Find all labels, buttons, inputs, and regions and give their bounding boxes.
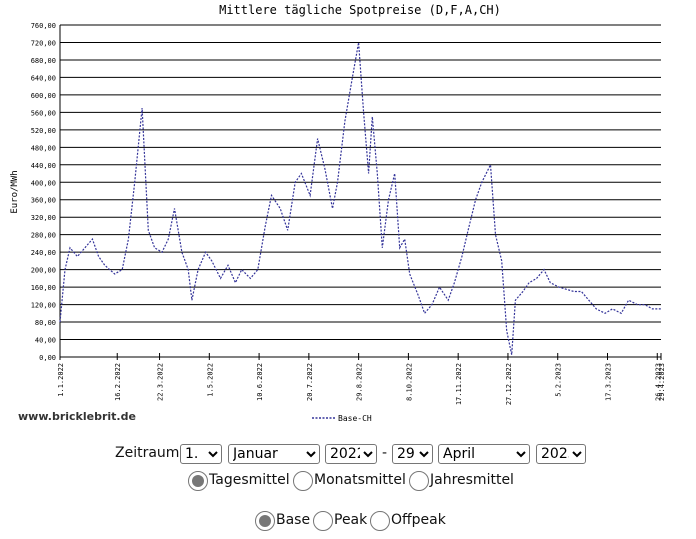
site-name: www.bricklebrit.de [18, 410, 136, 423]
product-option[interactable]: Offpeak [391, 512, 446, 528]
radio-button[interactable] [313, 511, 333, 531]
y-tick-label: 440,00 [31, 162, 56, 170]
x-tick-label: 8.10.2022 [405, 363, 413, 401]
x-tick-label: 22.3.2022 [157, 363, 165, 401]
y-tick-label: 400,00 [31, 179, 56, 187]
start-month[interactable]: Januar [228, 444, 320, 464]
y-tick-label: 200,00 [31, 267, 56, 275]
average-option[interactable]: Tagesmittel [209, 472, 290, 488]
y-tick-label: 720,00 [31, 39, 56, 47]
y-tick-label: 120,00 [31, 302, 56, 310]
x-tick-label: 1.1.2022 [57, 363, 65, 397]
y-tick-label: 320,00 [31, 214, 56, 222]
end-year[interactable]: 2023 [536, 444, 586, 464]
y-tick-label: 760,00 [31, 22, 56, 30]
y-tick-label: 360,00 [31, 197, 56, 205]
x-tick-label: 29.8.2022 [356, 363, 364, 401]
period-label: Zeitraum [115, 445, 180, 461]
legend-label: Base-CH [338, 414, 372, 423]
chart-title: Mittlere tägliche Spotpreise (D,F,A,CH) [219, 3, 501, 17]
y-tick-label: 80,00 [35, 319, 56, 327]
average-option[interactable]: Jahresmittel [430, 472, 514, 488]
x-tick-label: 17.11.2022 [455, 363, 463, 405]
y-tick-label: 600,00 [31, 92, 56, 100]
x-tick-label: 17.3.2023 [604, 363, 612, 401]
product-option[interactable]: Peak [334, 512, 368, 528]
y-tick-label: 0,00 [39, 354, 56, 362]
x-tick-label: 10.6.2022 [256, 363, 264, 401]
x-tick-label: 5.2.2023 [555, 363, 563, 397]
radio-button[interactable] [293, 471, 313, 491]
y-axis-label: Euro/MWh [10, 170, 20, 213]
x-tick-label: 26.4.2023 [654, 363, 662, 401]
y-tick-label: 40,00 [35, 337, 56, 345]
y-tick-label: 160,00 [31, 284, 56, 292]
end-day[interactable]: 29. [392, 444, 433, 464]
x-tick-label: 27.12.2022 [505, 363, 513, 405]
x-tick-label: 1.5.2022 [206, 363, 214, 397]
chart: Mittlere tägliche Spotpreise (D,F,A,CH) … [10, 3, 666, 423]
end-month[interactable]: April [438, 444, 530, 464]
x-tick-label: 29.4.2023 [658, 363, 666, 401]
y-tick-label: 240,00 [31, 249, 56, 257]
x-tick-label: 16.2.2022 [114, 363, 122, 401]
start-day[interactable]: 1. [180, 444, 222, 464]
separator: - [382, 445, 388, 461]
start-year[interactable]: 2022 [325, 444, 377, 464]
y-tick-label: 680,00 [31, 57, 56, 65]
series-line [59, 42, 661, 355]
radio-button[interactable] [188, 471, 208, 491]
radio-button[interactable] [255, 511, 275, 531]
y-tick-label: 480,00 [31, 144, 56, 152]
x-tick-label: 20.7.2022 [306, 363, 314, 401]
y-tick-label: 640,00 [31, 74, 56, 82]
radio-button[interactable] [370, 511, 390, 531]
y-tick-label: 520,00 [31, 127, 56, 135]
y-tick-label: 560,00 [31, 109, 56, 117]
product-option[interactable]: Base [276, 512, 311, 528]
radio-button[interactable] [409, 471, 429, 491]
y-tick-label: 280,00 [31, 232, 56, 240]
average-option[interactable]: Monatsmittel [314, 472, 406, 488]
